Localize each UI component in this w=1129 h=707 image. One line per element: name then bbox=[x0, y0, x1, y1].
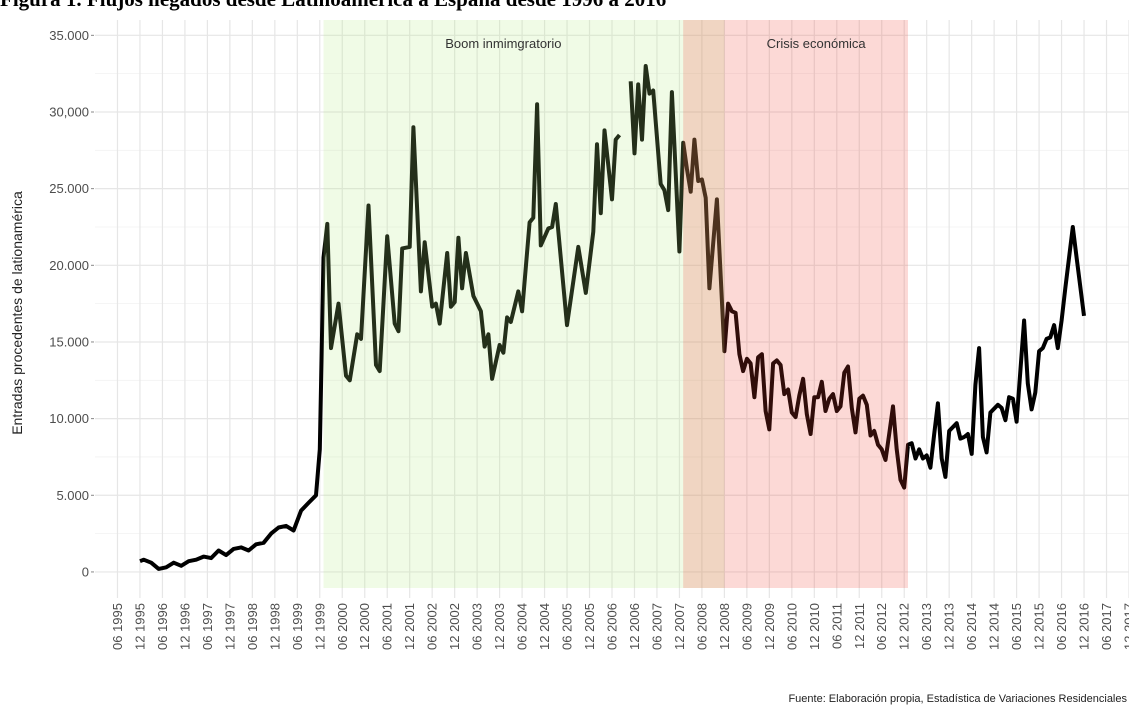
x-tick-label: 06 2010 bbox=[784, 603, 799, 650]
x-tick-label: 06 2009 bbox=[739, 603, 754, 650]
x-tick-label: 12 2013 bbox=[942, 603, 957, 650]
x-tick-label: 12 2009 bbox=[762, 603, 777, 650]
y-tick-label: 20.000 bbox=[49, 258, 89, 273]
x-tick-label: 12 1996 bbox=[177, 603, 192, 650]
y-tick-label: 25.000 bbox=[49, 181, 89, 196]
x-tick-label: 06 2006 bbox=[605, 603, 620, 650]
y-tick-label: 15.000 bbox=[49, 334, 89, 349]
x-tick-label: 12 1999 bbox=[312, 603, 327, 650]
x-tick-label: 06 2012 bbox=[874, 603, 889, 650]
chart-title: Figura 1. Flujos llegados desde Latinoam… bbox=[0, 0, 666, 11]
x-tick-label: 12 2017 bbox=[1122, 603, 1129, 650]
y-tick-label: 0 bbox=[82, 564, 89, 579]
x-tick-label: 12 2006 bbox=[627, 603, 642, 650]
x-tick-label: 12 1995 bbox=[132, 603, 147, 650]
x-tick-label: 12 2016 bbox=[1077, 603, 1092, 650]
y-tick-label: 5.000 bbox=[56, 488, 89, 503]
x-tick-label: 12 2007 bbox=[672, 603, 687, 650]
x-tick-label: 12 2014 bbox=[987, 603, 1002, 650]
y-tick-label: 35.000 bbox=[49, 28, 89, 43]
x-tick-label: 12 2012 bbox=[897, 603, 912, 650]
x-tick-label: 06 2011 bbox=[829, 603, 844, 649]
x-tick-label: 12 2015 bbox=[1032, 603, 1047, 650]
x-tick-label: 06 1995 bbox=[110, 603, 125, 650]
x-tick-label: 12 2004 bbox=[537, 603, 552, 650]
region-label: Crisis económica bbox=[767, 36, 867, 51]
x-tick-label: 12 2000 bbox=[357, 603, 372, 650]
x-tick-label: 06 2015 bbox=[1009, 603, 1024, 650]
caption: Fuente: Elaboración propia, Estadística … bbox=[788, 693, 1127, 705]
x-tick-label: 12 1998 bbox=[267, 603, 282, 650]
x-tick-label: 06 2004 bbox=[515, 603, 530, 650]
y-axis-label: Entradas procedentes de lationamérica bbox=[9, 191, 25, 435]
x-tick-label: 12 1997 bbox=[222, 603, 237, 650]
x-tick-label: 06 2017 bbox=[1099, 603, 1114, 650]
x-tick-label: 12 2010 bbox=[807, 603, 822, 650]
x-tick-label: 06 2007 bbox=[649, 603, 664, 650]
x-tick-label: 12 2002 bbox=[447, 603, 462, 650]
x-tick-label: 06 1999 bbox=[290, 603, 305, 650]
data-line bbox=[139, 64, 1086, 571]
x-tick-label: 12 2003 bbox=[492, 603, 507, 650]
x-tick-label: 12 2011 bbox=[852, 603, 867, 649]
x-tick-label: 06 2016 bbox=[1054, 603, 1069, 650]
region-label: Boom inmimgratorio bbox=[445, 36, 561, 51]
x-tick-label: 12 2001 bbox=[402, 603, 417, 650]
x-tick-label: 06 2000 bbox=[335, 603, 350, 650]
y-tick-label: 10.000 bbox=[49, 411, 89, 426]
x-tick-label: 06 1998 bbox=[245, 603, 260, 650]
x-tick-label: 06 2002 bbox=[425, 603, 440, 650]
x-tick-label: 06 1996 bbox=[155, 603, 170, 650]
x-tick-label: 06 2001 bbox=[380, 603, 395, 650]
x-tick-label: 06 2005 bbox=[560, 603, 575, 650]
y-tick-label: 30,000 bbox=[49, 104, 89, 119]
x-tick-label: 06 2008 bbox=[694, 603, 709, 650]
region bbox=[683, 20, 908, 588]
x-tick-label: 06 1997 bbox=[200, 603, 215, 650]
x-tick-label: 06 2013 bbox=[919, 603, 934, 650]
x-tick-label: 06 2003 bbox=[470, 603, 485, 650]
x-tick-label: 12 2005 bbox=[582, 603, 597, 650]
x-tick-label: 12 2008 bbox=[717, 603, 732, 650]
x-tick-label: 06 2014 bbox=[964, 603, 979, 650]
region bbox=[323, 20, 725, 588]
